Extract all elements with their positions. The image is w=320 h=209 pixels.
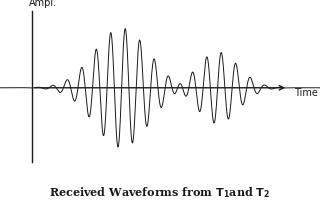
Text: Received Waveforms from $\mathbf{T_1}$and $\mathbf{T_2}$: Received Waveforms from $\mathbf{T_1}$an… [49, 185, 271, 200]
Text: Ampl.: Ampl. [29, 0, 57, 8]
Text: Time: Time [294, 88, 318, 98]
